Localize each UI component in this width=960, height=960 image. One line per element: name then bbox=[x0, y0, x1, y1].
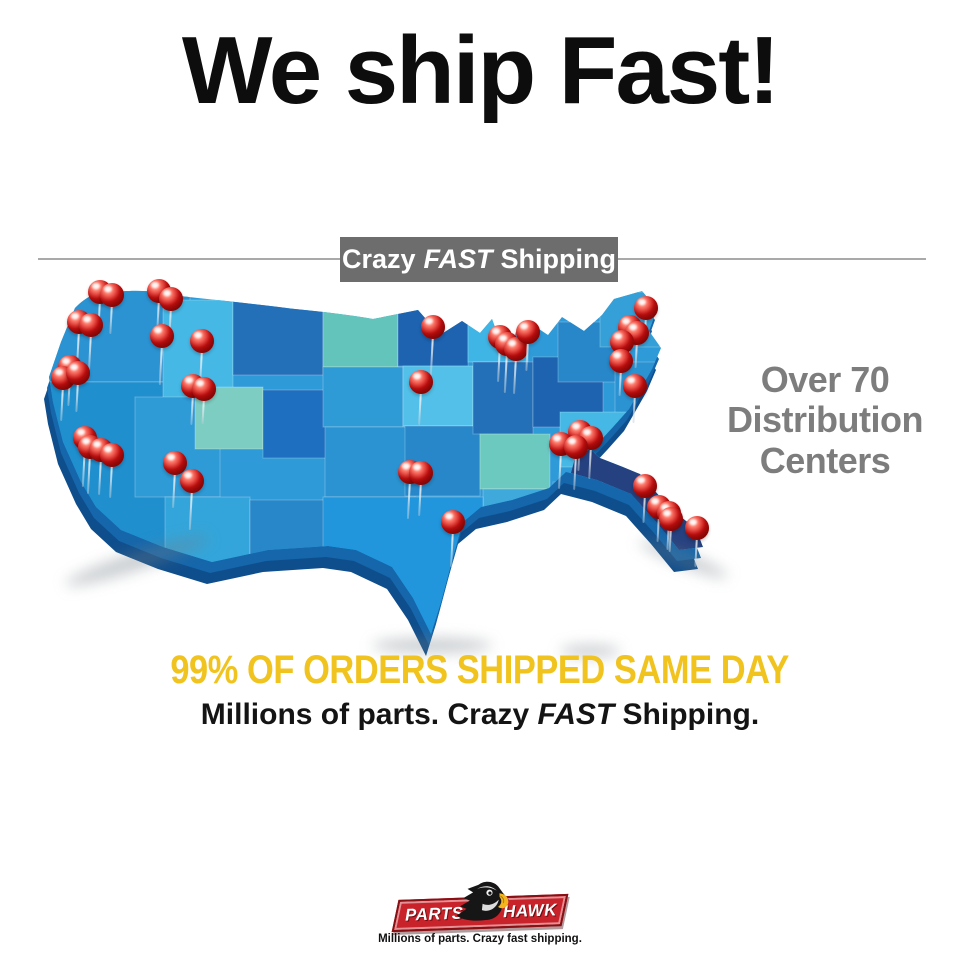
ribbon-word-1: Crazy bbox=[341, 244, 416, 274]
map-shadow bbox=[560, 645, 620, 657]
distribution-line-1: Over 70 bbox=[760, 359, 890, 400]
subheadline-pre: Millions of parts. Crazy bbox=[200, 698, 538, 731]
logo: PARTS HAWK Millions of parts. Crazy fast… bbox=[0, 881, 960, 945]
distribution-line-3: Centers bbox=[759, 439, 891, 481]
headline-text: 99% OF ORDERS SHIPPED SAME DAY bbox=[170, 648, 790, 692]
subheadline: Millions of parts. Crazy FAST Shipping. bbox=[0, 698, 960, 732]
hawk-icon bbox=[456, 881, 509, 921]
ribbon-word-2: FAST bbox=[423, 244, 493, 274]
us-map-svg bbox=[44, 290, 703, 656]
subheadline-post: Shipping. bbox=[614, 698, 760, 731]
map-shadow bbox=[372, 638, 492, 653]
logo-tagline: Millions of parts. Crazy fast shipping. bbox=[378, 933, 582, 945]
ribbon: Crazy FAST Shipping bbox=[340, 237, 618, 282]
headline: 99% OF ORDERS SHIPPED SAME DAY bbox=[0, 648, 960, 693]
ribbon-word-3: Shipping bbox=[500, 244, 617, 274]
subheadline-em: FAST bbox=[537, 698, 615, 731]
distribution-line-2: Distribution bbox=[727, 399, 923, 441]
us-map bbox=[15, 262, 715, 662]
logo-banner: PARTS HAWK bbox=[391, 881, 569, 933]
page-title: We ship Fast! bbox=[181, 17, 780, 124]
distribution-text: Over 70 Distribution Centers bbox=[695, 359, 955, 481]
